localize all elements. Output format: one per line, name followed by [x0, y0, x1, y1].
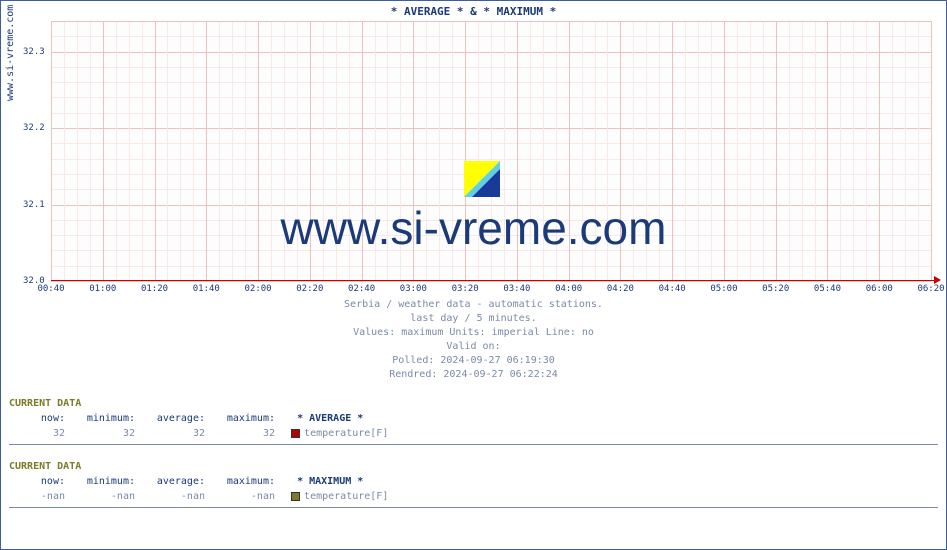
x-tick-label: 05:00 — [710, 284, 737, 294]
x-tick-label: 01:00 — [89, 284, 116, 294]
x-tick-label: 02:20 — [296, 284, 323, 294]
data-block-labels: now:minimum:average:maximum: * MAXIMUM * — [9, 474, 388, 489]
x-tick-label: 03:40 — [503, 284, 530, 294]
series-swatch-icon — [291, 429, 300, 438]
caption-line: Valid on: — [1, 340, 946, 354]
data-block-values: 32323232 temperature[F] — [9, 426, 388, 441]
y-tick-label: 32.3 — [23, 47, 45, 57]
data-block: CURRENT DATAnow:minimum:average:maximum:… — [9, 396, 388, 441]
x-tick-label: 00:40 — [37, 284, 64, 294]
x-tick-label: 01:20 — [141, 284, 168, 294]
divider — [9, 444, 938, 445]
x-tick-label: 04:00 — [555, 284, 582, 294]
y-tick-label: 32.2 — [23, 123, 45, 133]
x-tick-label: 06:20 — [917, 284, 944, 294]
caption-line: Rendred: 2024-09-27 06:22:24 — [1, 368, 946, 382]
data-block: CURRENT DATAnow:minimum:average:maximum:… — [9, 459, 388, 504]
x-tick-label: 03:20 — [452, 284, 479, 294]
x-tick-label: 02:00 — [245, 284, 272, 294]
series-swatch-icon — [291, 492, 300, 501]
x-tick-label: 03:00 — [400, 284, 427, 294]
data-block-header: CURRENT DATA — [9, 459, 388, 474]
caption-line: Serbia / weather data - automatic statio… — [1, 298, 946, 312]
watermark-logo-icon — [464, 161, 500, 197]
x-tick-label: 06:00 — [866, 284, 893, 294]
caption-block: Serbia / weather data - automatic statio… — [1, 298, 946, 382]
caption-line: Polled: 2024-09-27 06:19:30 — [1, 354, 946, 368]
x-tick-label: 05:20 — [762, 284, 789, 294]
x-tick-label: 02:40 — [348, 284, 375, 294]
chart-title: * AVERAGE * & * MAXIMUM * — [1, 5, 946, 18]
x-axis-arrow-icon — [934, 276, 941, 284]
y-axis-label: www.si-vreme.com — [5, 5, 16, 101]
x-axis-line — [51, 280, 936, 281]
x-tick-label: 04:20 — [607, 284, 634, 294]
data-block-values: -nan-nan-nan-nan temperature[F] — [9, 489, 388, 504]
caption-line: Values: maximum Units: imperial Line: no — [1, 326, 946, 340]
chart-container: * AVERAGE * & * MAXIMUM * www.si-vreme.c… — [0, 0, 947, 550]
data-block-header: CURRENT DATA — [9, 396, 388, 411]
divider — [9, 507, 938, 508]
x-tick-label: 05:40 — [814, 284, 841, 294]
data-block-labels: now:minimum:average:maximum: * AVERAGE * — [9, 411, 388, 426]
caption-line: last day / 5 minutes. — [1, 312, 946, 326]
x-tick-label: 04:40 — [659, 284, 686, 294]
x-tick-label: 01:40 — [193, 284, 220, 294]
watermark-text: www.si-vreme.com — [1, 201, 946, 255]
